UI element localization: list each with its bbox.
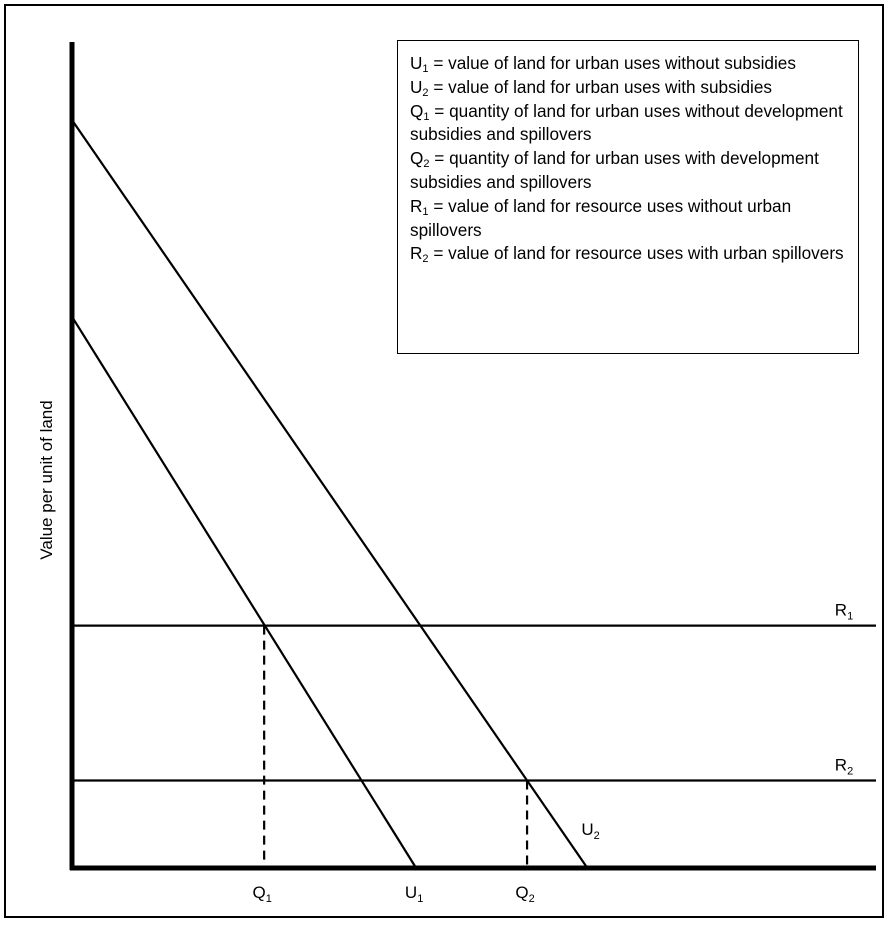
legend-symbol: U <box>410 76 423 97</box>
legend-text: = quantity of land for urban uses withou… <box>410 100 843 145</box>
legend-entry-u2: U2 = value of land for urban uses with s… <box>410 76 846 100</box>
series-label-r1: R1 <box>835 601 853 623</box>
legend-text: = quantity of land for urban uses with d… <box>410 148 819 192</box>
legend-entry-u1: U1 = value of land for urban uses withou… <box>410 52 846 76</box>
legend-symbol-subscript: 2 <box>423 158 430 171</box>
legend-entry-r1: R1 = value of land for resource uses wit… <box>410 195 846 243</box>
legend-text: = value of land for resource uses with u… <box>428 243 844 264</box>
legend-entry-q2: Q2 = quantity of land for urban uses wit… <box>410 147 846 195</box>
legend-symbol-subscript: 2 <box>422 253 429 266</box>
legend-symbol: Q <box>410 148 424 169</box>
legend-symbol: U <box>410 53 423 73</box>
series-label-u2: U2 <box>581 820 599 842</box>
legend-symbol-subscript: 1 <box>422 205 429 218</box>
legend-entry-r2: R2 = value of land for resource uses wit… <box>410 242 846 266</box>
x-tick-label-q1: Q1 <box>252 883 271 905</box>
legend-symbol-subscript: 1 <box>423 110 430 123</box>
y-axis-label: Value per unit of land <box>37 400 56 559</box>
series-line-u2 <box>71 119 589 869</box>
legend-symbol-subscript: 2 <box>422 86 429 99</box>
legend-symbol: R <box>410 243 423 264</box>
legend-text: = value of land for urban uses with subs… <box>428 76 773 97</box>
marker-layer <box>263 625 529 868</box>
x-tick-label-q2: Q2 <box>515 883 534 905</box>
legend-symbol-subscript: 1 <box>422 63 429 75</box>
legend-text: = value of land for resource uses withou… <box>410 195 792 240</box>
legend-symbol: Q <box>410 100 424 121</box>
legend-symbol: R <box>410 195 423 216</box>
series-line-u1 <box>71 316 418 869</box>
series-layer <box>71 119 876 869</box>
legend-text: = value of land for urban uses without s… <box>428 53 796 73</box>
legend-entry-q1: Q1 = quantity of land for urban uses wit… <box>410 100 846 148</box>
series-label-r2: R2 <box>835 755 853 777</box>
label-layer: Q1 U1 Q2 R1 R2 U2 <box>252 601 853 905</box>
legend: U1 = value of land for urban uses withou… <box>397 40 859 354</box>
x-tick-label-u1: U1 <box>405 883 423 905</box>
